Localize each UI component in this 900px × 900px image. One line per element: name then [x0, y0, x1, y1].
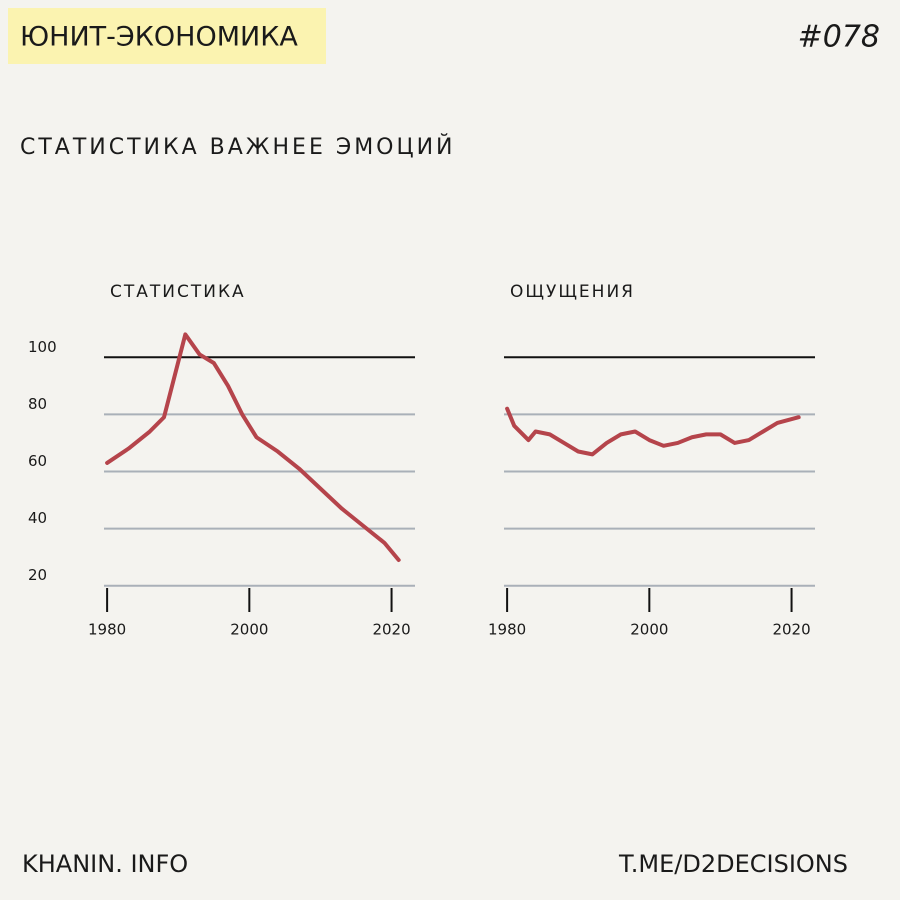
page-title: ЮНИТ-ЭКОНОМИКА [20, 22, 298, 53]
x-tick-label: 2020 [372, 621, 410, 639]
y-tick-label: 60 [28, 452, 47, 470]
title-highlight [8, 8, 326, 64]
y-tick-label: 100 [28, 338, 57, 356]
data-line [105, 332, 401, 563]
chart-title: ОЩУЩЕНИЯ [510, 282, 635, 302]
subtitle: СТАТИСТИКА ВАЖНЕЕ ЭМОЦИЙ [20, 134, 456, 160]
y-tick-label: 20 [28, 566, 47, 584]
footer-left: KHANIN. INFO [22, 850, 188, 878]
x-tick-label: 2000 [230, 621, 268, 639]
data-line [505, 406, 801, 457]
issue-number: #078 [798, 20, 880, 55]
x-tick-label: 2000 [630, 621, 668, 639]
y-tick-label: 80 [28, 395, 47, 413]
footer-right: T.ME/D2DECISIONS [618, 850, 848, 878]
x-tick-label: 1980 [88, 621, 126, 639]
x-tick-label: 2020 [772, 621, 810, 639]
y-tick-label: 40 [28, 509, 47, 527]
chart-title: СТАТИСТИКА [110, 282, 246, 302]
x-tick-label: 1980 [488, 621, 526, 639]
